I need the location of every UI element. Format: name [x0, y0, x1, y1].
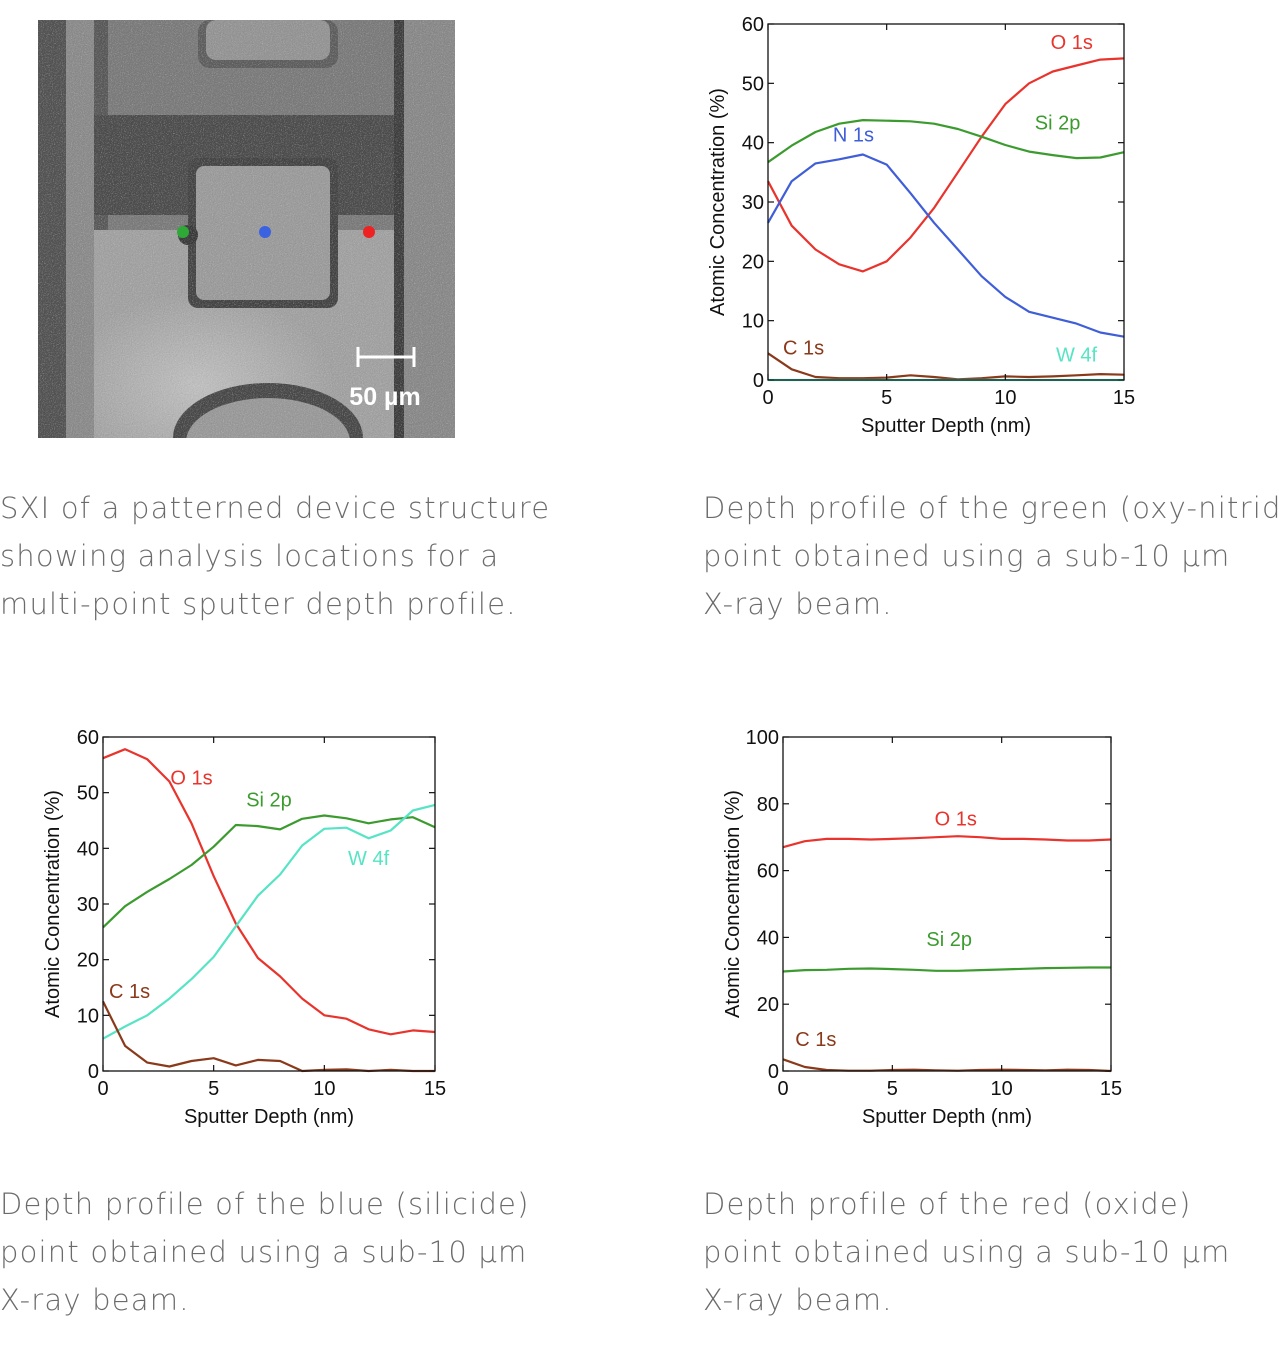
y-tick-label: 40	[757, 927, 779, 949]
caption-line: multi-point sputter depth profile.	[0, 587, 517, 621]
x-tick-label: 5	[208, 1078, 219, 1100]
x-tick-label: 0	[777, 1078, 788, 1100]
series-line-n-1s	[767, 153, 1125, 338]
series-line-w-4f	[102, 803, 436, 1040]
y-tick-label: 30	[742, 192, 764, 214]
y-tick-label: 60	[757, 861, 779, 883]
y-tick-label: 0	[768, 1061, 779, 1083]
x-tick-label: 0	[762, 387, 773, 409]
y-tick-label: 30	[77, 894, 99, 916]
series-label-c-1s: C 1s	[795, 1029, 836, 1051]
depth-profile-green-chart: 0 5 10 15 0 10 20 30 40 50 60 Sputter Depth (nm) Ato…	[707, 14, 1135, 437]
series-label-si-2p: Si 2p	[926, 929, 972, 951]
series-label-o-1s: O 1s	[1051, 32, 1093, 54]
series-label-o-1s: O 1s	[935, 809, 977, 831]
series-line-o-1s	[782, 835, 1112, 849]
series-label-c-1s: C 1s	[109, 981, 150, 1003]
y-tick-label: 40	[742, 133, 764, 155]
x-tick-label: 10	[994, 387, 1016, 409]
sxi-image-panel: 50 µm	[38, 20, 455, 493]
x-tick-label: 10	[313, 1078, 335, 1100]
x-tick-label: 10	[991, 1078, 1013, 1100]
caption-sxi: SXI of a patterned device structure show…	[0, 484, 550, 628]
x-tick-label: 15	[1113, 387, 1135, 409]
series-line-si-2p	[782, 966, 1111, 973]
scale-label: 50 µm	[349, 383, 420, 411]
caption-line: Depth profile of the red (oxide)	[703, 1187, 1192, 1221]
x-tick-label: 15	[1100, 1078, 1122, 1100]
series-label-si-2p: Si 2p	[246, 790, 292, 812]
series-label-w-4f: W 4f	[348, 848, 390, 870]
plot-frame	[782, 736, 1112, 1072]
y-tick-label: 50	[77, 783, 99, 805]
caption-line: X-ray beam.	[703, 1283, 893, 1317]
y-tick-label: 20	[742, 251, 764, 273]
y-tick-label: 100	[746, 727, 779, 749]
caption-red: Depth profile of the red (oxide) point o…	[703, 1180, 1231, 1324]
caption-line: X-ray beam.	[0, 1283, 190, 1317]
depth-profile-red-chart: 0 5 10 15 0 20 40 60 80 100 Sputter Depth (nm) Atom…	[722, 727, 1122, 1128]
green-marker	[177, 226, 189, 238]
caption-line: SXI of a patterned device structure	[0, 491, 551, 525]
y-axis-label: Atomic Concentration (%)	[707, 88, 729, 316]
y-tick-label: 60	[742, 14, 764, 36]
y-tick-label: 10	[77, 1005, 99, 1027]
series-label-c-1s: C 1s	[783, 337, 824, 359]
caption-line: point obtained using a sub-10 µm	[0, 1235, 528, 1269]
plot-frame	[767, 23, 1125, 381]
caption-green: Depth profile of the green (oxy-nitride)…	[703, 484, 1279, 628]
series-line-c-1s	[782, 1058, 1112, 1073]
y-axis-label: Atomic Concentration (%)	[722, 790, 744, 1018]
caption-line: Depth profile of the green (oxy-nitride)	[703, 491, 1279, 525]
y-tick-label: 0	[753, 370, 764, 392]
scale-bar	[356, 347, 416, 367]
series-label-o-1s: O 1s	[170, 767, 212, 789]
series-label-w-4f: W 4f	[1056, 345, 1098, 367]
y-tick-label: 20	[77, 950, 99, 972]
x-axis-label: Sputter Depth (nm)	[184, 1106, 354, 1128]
series-line-c-1s	[767, 352, 1125, 381]
y-tick-label: 20	[757, 994, 779, 1016]
series-line-si-2p	[102, 814, 436, 929]
x-axis-label: Sputter Depth (nm)	[862, 1106, 1032, 1128]
x-tick-label: 0	[97, 1078, 108, 1100]
blue-marker	[259, 226, 271, 238]
series-line-o-1s	[102, 748, 436, 1036]
x-tick-label: 15	[424, 1078, 446, 1100]
y-tick-label: 50	[742, 73, 764, 95]
caption-line: point obtained using a sub-10 µm	[703, 539, 1231, 573]
y-tick-label: 60	[77, 727, 99, 749]
caption-line: showing analysis locations for a	[0, 539, 500, 573]
plot-frame	[102, 736, 436, 1072]
x-tick-label: 5	[881, 387, 892, 409]
series-label-n-1s: N 1s	[833, 124, 874, 146]
y-tick-label: 80	[757, 794, 779, 816]
depth-profile-blue-chart: 0 5 10 15 0 10 20 30 40 50 60 Sputter Depth (nm) Ato…	[42, 727, 446, 1128]
y-axis-label: Atomic Concentration (%)	[42, 790, 64, 1018]
series-line-si-2p	[767, 118, 1125, 164]
caption-blue: Depth profile of the blue (silicide) poi…	[0, 1180, 530, 1324]
x-axis-label: Sputter Depth (nm)	[861, 415, 1031, 437]
red-marker	[363, 226, 375, 238]
y-tick-label: 40	[77, 838, 99, 860]
y-tick-label: 0	[88, 1061, 99, 1083]
y-tick-label: 10	[742, 311, 764, 333]
series-line-o-1s	[767, 57, 1125, 273]
sxi-image: 50 µm	[38, 20, 455, 493]
caption-line: X-ray beam.	[703, 587, 893, 621]
caption-line: point obtained using a sub-10 µm	[703, 1235, 1231, 1269]
caption-line: Depth profile of the blue (silicide)	[0, 1187, 530, 1221]
series-label-si-2p: Si 2p	[1035, 113, 1081, 135]
x-tick-label: 5	[887, 1078, 898, 1100]
